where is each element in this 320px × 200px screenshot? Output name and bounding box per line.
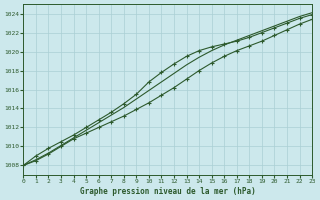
X-axis label: Graphe pression niveau de la mer (hPa): Graphe pression niveau de la mer (hPa) — [80, 187, 256, 196]
